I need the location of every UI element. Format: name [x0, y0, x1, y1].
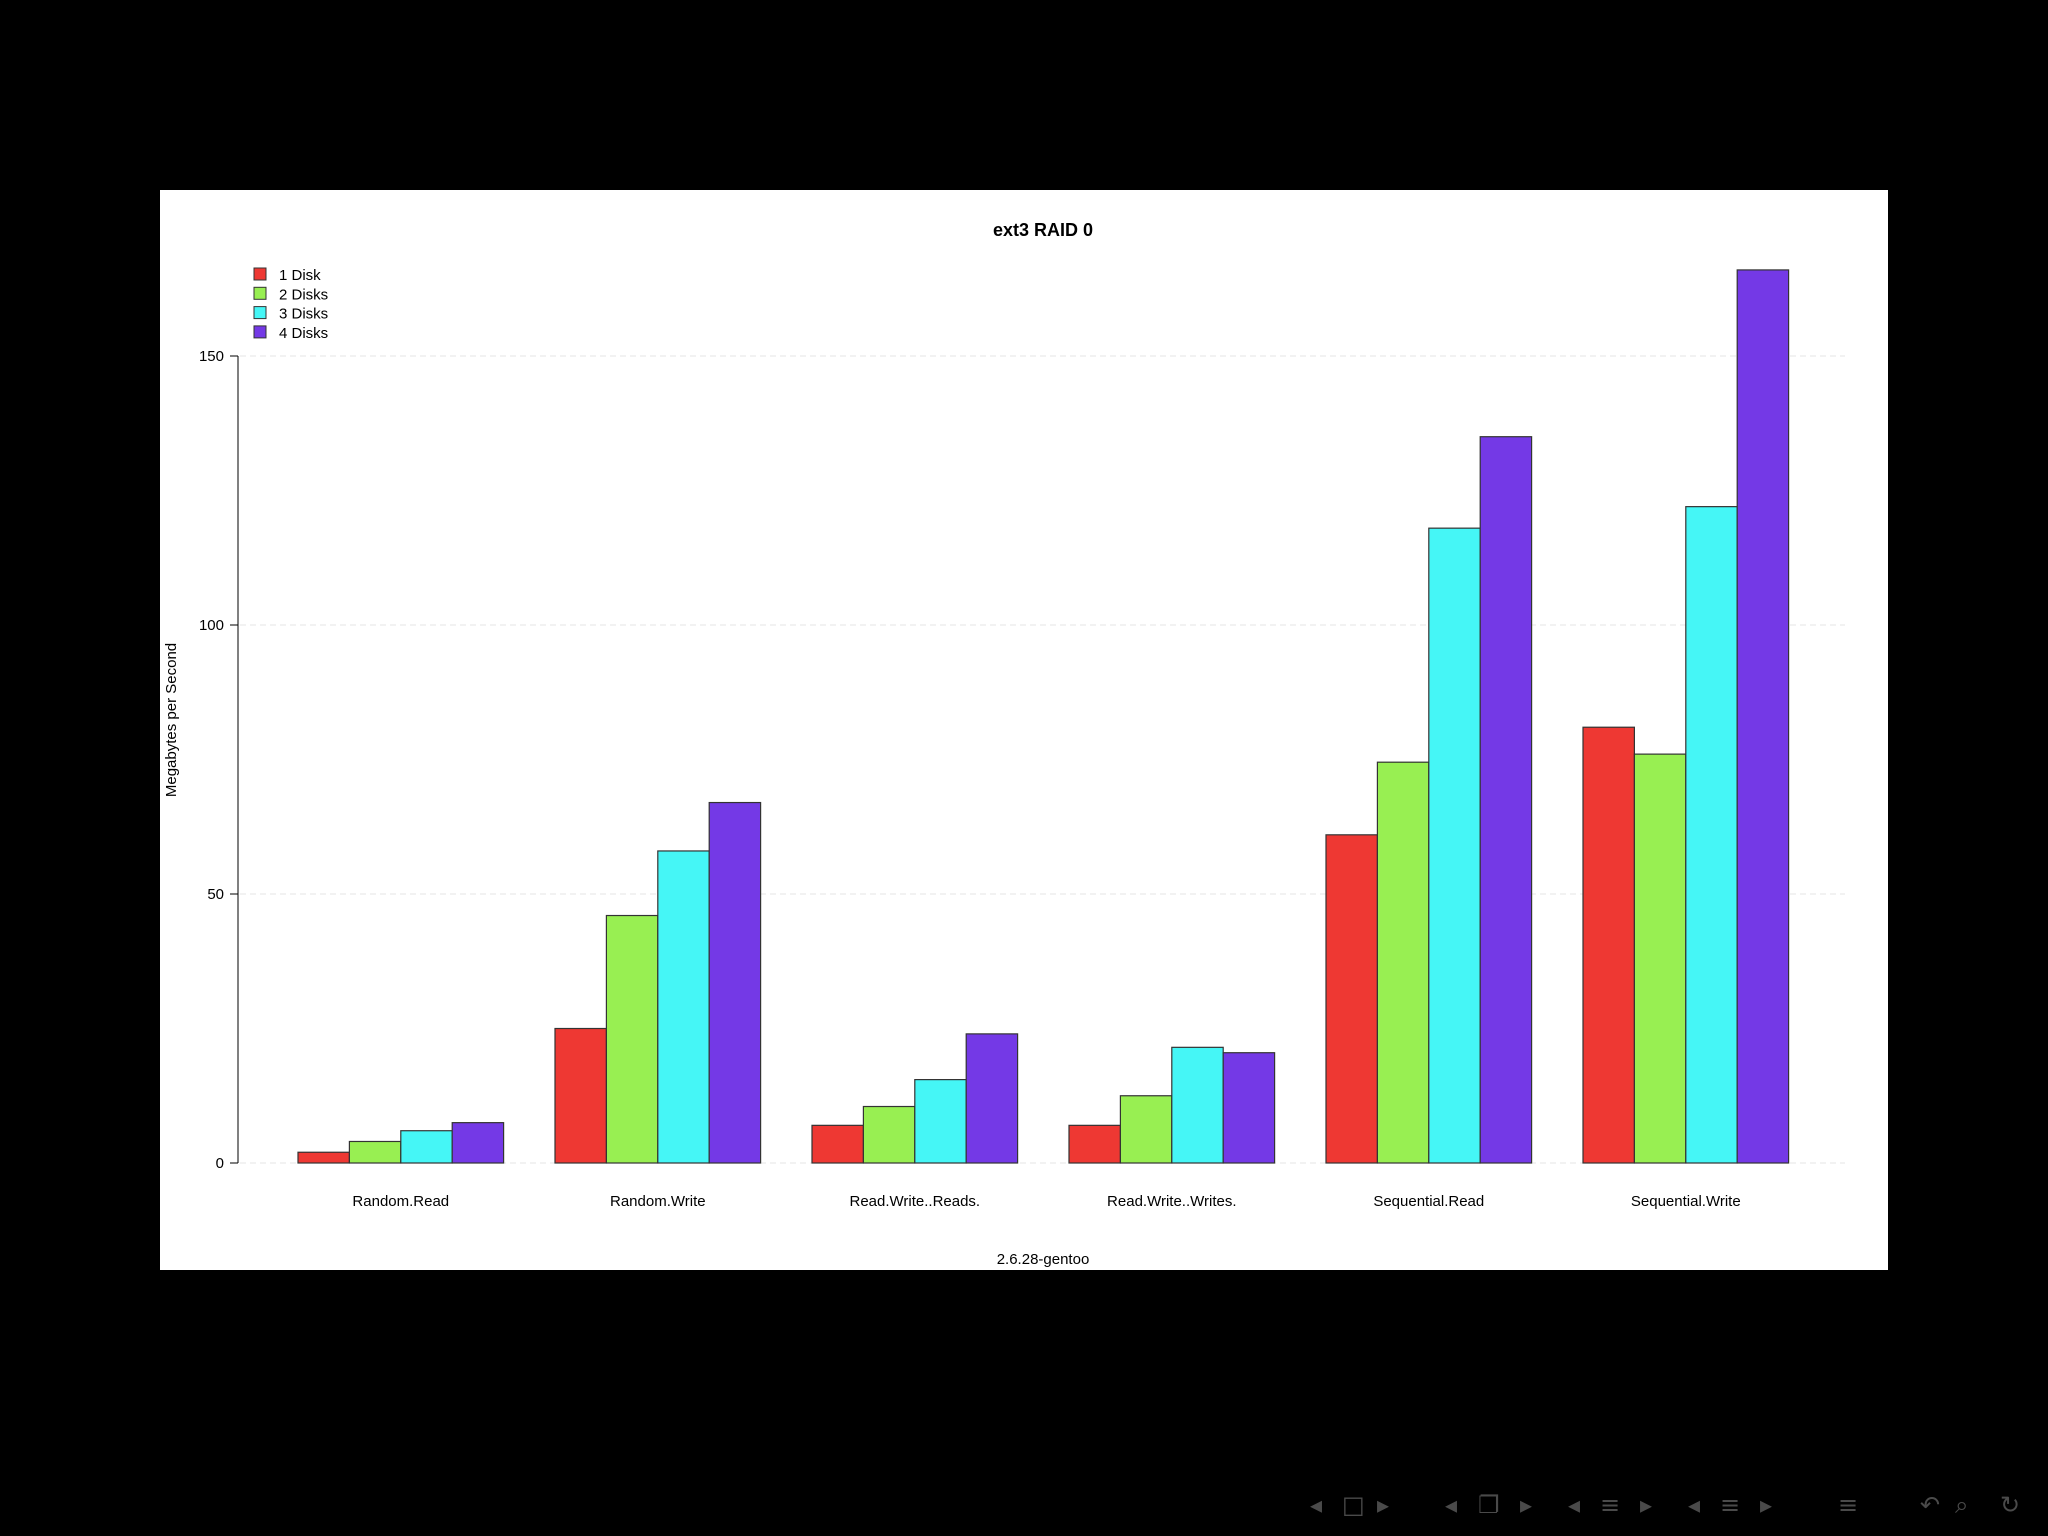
- y-tick-label: 50: [207, 886, 224, 903]
- nav-next-icon[interactable]: ▸: [1377, 1491, 1390, 1519]
- nav-subsection-icon[interactable]: ❐: [1478, 1491, 1500, 1519]
- nav-prev-icon[interactable]: ◂: [1688, 1491, 1701, 1519]
- legend-label: 4 Disks: [279, 325, 328, 342]
- legend-label: 2 Disks: [279, 286, 328, 303]
- legend-swatch: [253, 286, 267, 300]
- bar: [400, 1130, 453, 1164]
- bar: [1376, 761, 1430, 1164]
- legend-swatch: [253, 325, 267, 339]
- nav-back-icon[interactable]: ↶: [1920, 1491, 1941, 1519]
- bar: [554, 1027, 608, 1164]
- nav-outline-icon[interactable]: ≡: [1838, 1491, 1859, 1519]
- x-tick-label: Read.Write..Writes.: [1107, 1193, 1236, 1210]
- x-tick-label: Random.Read: [352, 1193, 449, 1210]
- bar: [1736, 269, 1790, 1164]
- bar: [1222, 1052, 1276, 1164]
- nav-section-icon[interactable]: ≡: [1720, 1491, 1741, 1519]
- nav-search-icon[interactable]: ⌕: [1955, 1491, 1969, 1519]
- x-tick-label: Sequential.Write: [1631, 1193, 1741, 1210]
- nav-prev-icon[interactable]: ◂: [1310, 1491, 1323, 1519]
- y-tick-label: 0: [216, 1155, 224, 1172]
- chart-title: ext3 RAID 0: [993, 220, 1093, 240]
- bar-chart: Random.Read Random.Write Read.Write..Reads…: [163, 220, 1845, 1268]
- legend-label: 1 Disk: [279, 267, 321, 284]
- bar: [1068, 1124, 1122, 1164]
- bar: [1171, 1046, 1224, 1164]
- bar: [1685, 506, 1738, 1164]
- nav-refresh-icon[interactable]: ↻: [2000, 1491, 2021, 1519]
- x-tick-label: Sequential.Read: [1373, 1193, 1484, 1210]
- x-tick-label: Read.Write..Reads.: [849, 1193, 980, 1210]
- bar: [297, 1151, 351, 1164]
- nav-next-icon[interactable]: ▸: [1640, 1491, 1653, 1519]
- y-tick-label: 150: [199, 348, 224, 365]
- nav-frame-icon[interactable]: □: [1342, 1491, 1365, 1519]
- bar: [1325, 834, 1379, 1164]
- navigation-bar: ◂ □ ▸ ◂ ❐ ▸ ◂ ≡ ▸ ◂ ≡ ▸ ≡ ↶ ⌕ ↻: [1310, 1490, 2040, 1520]
- y-axis-label: Megabytes per Second: [163, 643, 180, 797]
- nav-next-icon[interactable]: ▸: [1760, 1491, 1773, 1519]
- nav-prev-icon[interactable]: ◂: [1445, 1491, 1458, 1519]
- legend-swatch: [253, 267, 267, 281]
- bar: [862, 1105, 916, 1164]
- bar: [1582, 726, 1636, 1164]
- nav-next-icon[interactable]: ▸: [1520, 1491, 1533, 1519]
- chart-panel: Random.Read Random.Write Read.Write..Reads…: [160, 190, 1888, 1270]
- nav-prev-icon[interactable]: ◂: [1568, 1491, 1581, 1519]
- bar: [1119, 1095, 1173, 1164]
- legend-swatch: [253, 306, 267, 320]
- bar: [708, 801, 762, 1164]
- bar: [1428, 527, 1481, 1164]
- x-axis-label: 2.6.28-gentoo: [997, 1251, 1090, 1268]
- legend-label: 3 Disks: [279, 306, 328, 323]
- y-tick-label: 100: [199, 617, 224, 634]
- bar: [451, 1122, 505, 1164]
- bar: [811, 1124, 865, 1164]
- bar: [605, 914, 659, 1164]
- bar: [348, 1140, 402, 1164]
- bar: [657, 850, 710, 1164]
- bar: [1479, 436, 1533, 1164]
- nav-section-icon[interactable]: ≡: [1600, 1491, 1621, 1519]
- bar: [1633, 753, 1687, 1164]
- bar: [914, 1079, 967, 1164]
- x-tick-label: Random.Write: [610, 1193, 706, 1210]
- bar: [965, 1033, 1019, 1164]
